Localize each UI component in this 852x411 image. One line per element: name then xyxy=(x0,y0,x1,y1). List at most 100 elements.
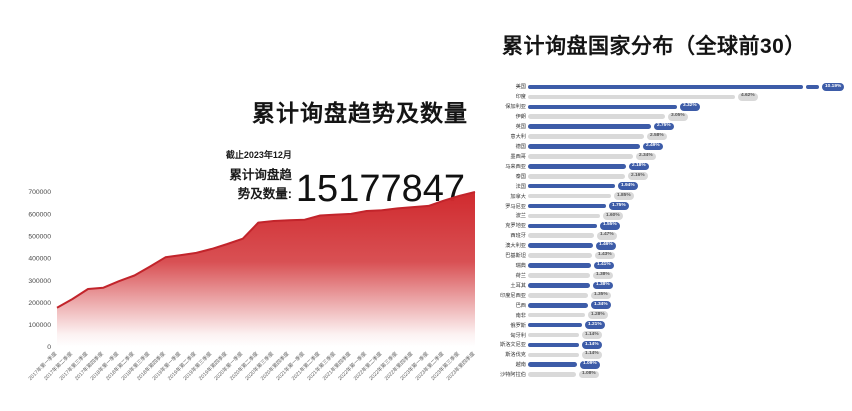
bar-segment[interactable] xyxy=(528,114,665,120)
stat-asof-caption: 截止2023年12月 xyxy=(225,150,292,160)
bar-segment[interactable] xyxy=(528,243,593,248)
bar-segment[interactable] xyxy=(528,183,615,189)
cumulative-stat: 截止2023年12月 累计询盘趋势及数量: 15177847 xyxy=(225,148,465,208)
value-badge: 2.16% xyxy=(628,172,648,181)
bar-segment[interactable] xyxy=(528,193,611,199)
bar-segment[interactable] xyxy=(528,352,579,358)
y-axis-tick: 600000 xyxy=(28,211,51,218)
bar-track: 1.75% xyxy=(528,201,850,211)
bar-track: 1.14% xyxy=(528,330,850,340)
country-row: 瑞典 1.41% xyxy=(498,261,850,271)
bar-track: 1.21% xyxy=(528,320,850,330)
bar-track: 1.28% xyxy=(528,310,850,320)
bar-track: 2.34% xyxy=(528,151,850,161)
bar-segment[interactable] xyxy=(528,332,579,338)
value-badge: 1.14% xyxy=(582,341,602,349)
bar-segment[interactable] xyxy=(528,124,651,129)
country-label: 罗马尼亚 xyxy=(505,203,526,210)
bar-track: 2.58% xyxy=(528,132,850,142)
country-label: 美国 xyxy=(515,84,526,91)
bar-track: 1.46% xyxy=(528,241,850,251)
bar-track: 1.55% xyxy=(528,221,850,231)
country-row: 墨西哥 2.34% xyxy=(498,151,850,161)
bar-segment[interactable] xyxy=(528,372,576,377)
bar-track: 1.08% xyxy=(528,370,850,380)
bar-track: 3.32% xyxy=(528,102,850,112)
bar-segment[interactable] xyxy=(528,134,644,139)
bar-track: 2.18% xyxy=(528,161,850,171)
country-label: 保加利亚 xyxy=(505,104,526,111)
bar-track: 1.38% xyxy=(528,280,850,290)
value-badge: 1.35% xyxy=(591,291,611,300)
bar-segment[interactable] xyxy=(528,144,640,149)
country-row: 荷兰 1.38% xyxy=(498,271,850,281)
country-label: 荷兰 xyxy=(515,272,526,279)
bar-segment[interactable] xyxy=(528,154,633,159)
value-badge: 1.34% xyxy=(591,301,611,310)
value-badge: 1.94% xyxy=(618,182,638,190)
bar-segment[interactable] xyxy=(528,293,588,298)
value-badge: 2.34% xyxy=(636,152,656,161)
area-fill xyxy=(57,192,475,347)
bar-track: 2.49% xyxy=(528,142,850,152)
value-badge: 1.21% xyxy=(585,321,605,329)
country-row: 马来西亚 2.18% xyxy=(498,161,850,171)
country-row: 罗马尼亚 1.75% xyxy=(498,201,850,211)
bar-segment[interactable] xyxy=(528,94,735,100)
value-badge: 1.60% xyxy=(603,212,623,220)
bar-track: 1.85% xyxy=(528,191,850,201)
bar-track: 1.09% xyxy=(528,360,850,370)
bar-segment[interactable] xyxy=(528,223,597,229)
country-label: 印度 xyxy=(515,94,526,101)
bar-segment[interactable] xyxy=(528,342,579,348)
country-bar-list: 美国 10.19% 印度 4.62% 保加利亚 3.32% 伊朗 3.05% 英国 2.75% 意大… xyxy=(498,82,850,380)
country-row: 英国 2.75% xyxy=(498,122,850,132)
bar-track: 10.19% xyxy=(528,82,850,92)
bar-track: 2.75% xyxy=(528,122,850,132)
bar-segment[interactable] xyxy=(528,104,677,110)
value-badge: 2.75% xyxy=(654,122,674,131)
trend-chart-title: 累计询盘趋势及数量 xyxy=(252,100,468,126)
y-axis-tick: 400000 xyxy=(28,256,51,263)
country-label: 斯洛文尼亚 xyxy=(500,342,526,349)
value-badge: 1.28% xyxy=(588,311,608,319)
y-axis-tick: 200000 xyxy=(28,300,51,307)
bar-segment[interactable] xyxy=(528,84,803,90)
bar-segment[interactable] xyxy=(528,362,577,368)
bar-segment[interactable] xyxy=(528,203,606,209)
bar-track: 1.35% xyxy=(528,290,850,300)
bar-segment[interactable] xyxy=(528,312,585,318)
bar-segment[interactable] xyxy=(528,253,592,258)
bar-segment[interactable] xyxy=(528,213,600,219)
bar-segment-tail[interactable] xyxy=(806,84,819,90)
country-label: 泰国 xyxy=(515,173,526,180)
country-label: 法国 xyxy=(515,183,526,190)
country-row: 越南 1.09% xyxy=(498,360,850,370)
bar-segment[interactable] xyxy=(528,233,594,239)
stat-label: 累计询盘趋势及数量: xyxy=(229,168,292,201)
bar-segment[interactable] xyxy=(528,173,625,179)
bar-track: 1.14% xyxy=(528,350,850,360)
country-row: 斯洛伐克 1.14% xyxy=(498,350,850,360)
bar-segment[interactable] xyxy=(528,302,588,308)
bar-segment[interactable] xyxy=(528,263,591,268)
country-label: 巴西 xyxy=(515,302,526,309)
value-badge: 1.85% xyxy=(614,192,634,200)
country-row: 美国 10.19% xyxy=(498,82,850,92)
country-label: 瑞典 xyxy=(515,263,526,270)
country-label: 南非 xyxy=(515,312,526,319)
country-row: 波兰 1.60% xyxy=(498,211,850,221)
country-label: 英国 xyxy=(515,124,526,131)
trend-line xyxy=(56,191,476,309)
bar-segment[interactable] xyxy=(528,273,590,278)
bar-track: 4.62% xyxy=(528,92,850,102)
value-badge: 1.38% xyxy=(593,271,613,280)
value-badge: 1.75% xyxy=(609,202,629,210)
value-badge: 2.49% xyxy=(643,142,663,151)
country-label: 墨西哥 xyxy=(510,153,526,160)
country-row: 德国 2.49% xyxy=(498,142,850,152)
bar-segment[interactable] xyxy=(528,283,590,288)
y-axis-tick: 300000 xyxy=(28,278,51,285)
bar-segment[interactable] xyxy=(528,164,626,169)
bar-segment[interactable] xyxy=(528,322,582,328)
